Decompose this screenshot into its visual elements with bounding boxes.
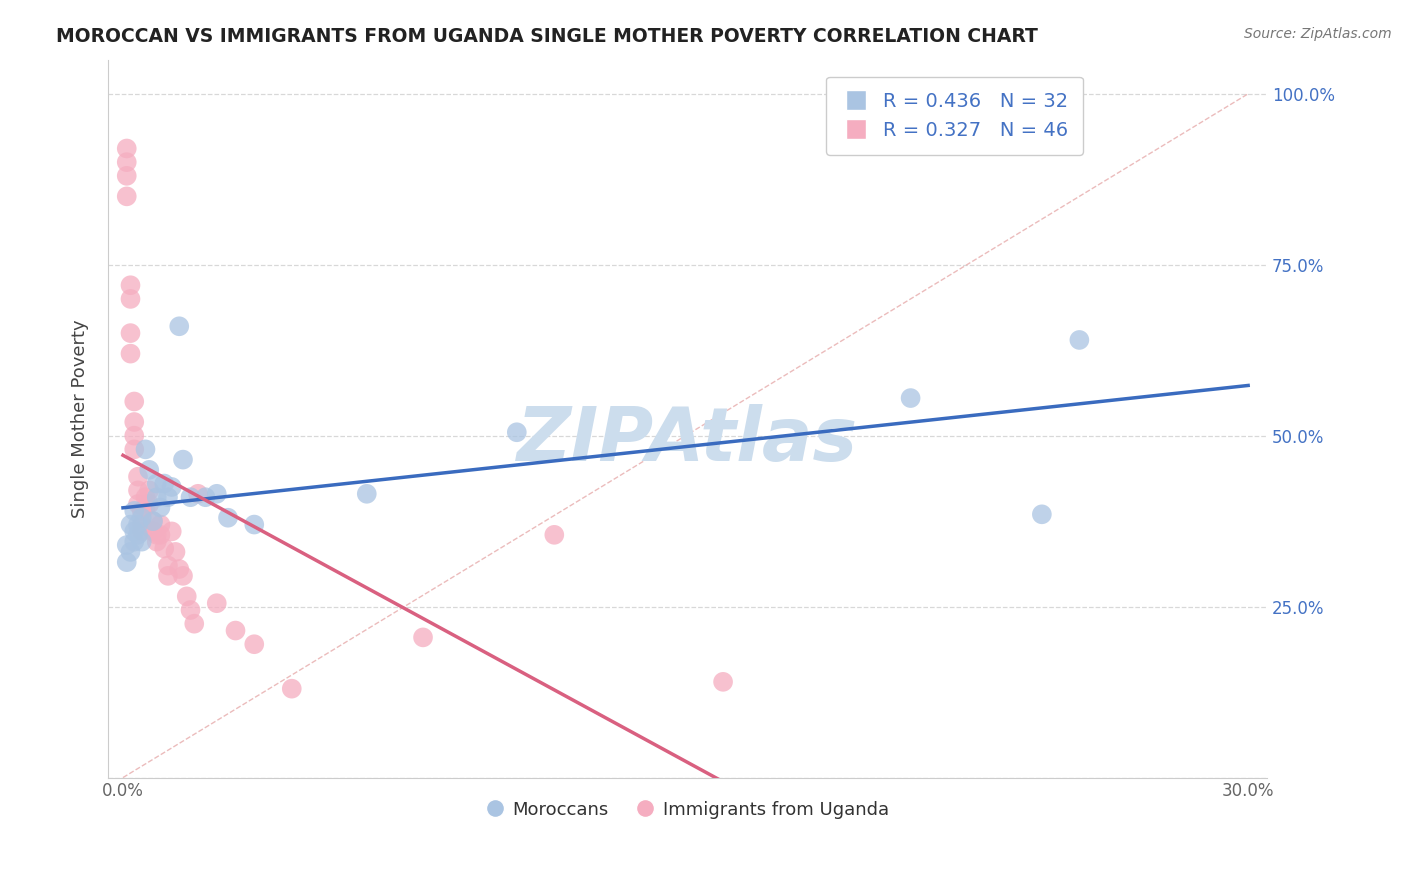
- Point: [149, 528, 172, 542]
- Point: [160, 480, 183, 494]
- Point: [543, 528, 565, 542]
- Point: [127, 483, 149, 498]
- Point: [142, 514, 165, 528]
- Point: [134, 490, 156, 504]
- Point: [131, 517, 153, 532]
- Point: [506, 425, 529, 440]
- Legend: Moroccans, Immigrants from Uganda: Moroccans, Immigrants from Uganda: [478, 794, 897, 826]
- Point: [122, 415, 145, 429]
- Y-axis label: Single Mother Poverty: Single Mother Poverty: [72, 319, 89, 518]
- Point: [153, 541, 176, 556]
- Point: [711, 674, 734, 689]
- Point: [115, 141, 138, 155]
- Point: [134, 442, 156, 457]
- Point: [127, 497, 149, 511]
- Point: [131, 510, 153, 524]
- Point: [356, 487, 378, 501]
- Point: [138, 483, 160, 498]
- Point: [131, 504, 153, 518]
- Point: [179, 603, 201, 617]
- Point: [142, 514, 165, 528]
- Point: [194, 490, 217, 504]
- Point: [281, 681, 304, 696]
- Point: [122, 442, 145, 457]
- Point: [153, 476, 176, 491]
- Point: [160, 524, 183, 539]
- Point: [900, 391, 922, 405]
- Point: [165, 545, 187, 559]
- Point: [122, 504, 145, 518]
- Point: [145, 534, 167, 549]
- Point: [131, 534, 153, 549]
- Point: [172, 452, 194, 467]
- Point: [131, 524, 153, 539]
- Point: [172, 569, 194, 583]
- Point: [167, 319, 190, 334]
- Point: [183, 616, 205, 631]
- Point: [167, 562, 190, 576]
- Point: [142, 524, 165, 539]
- Point: [138, 497, 160, 511]
- Point: [243, 637, 266, 651]
- Text: MOROCCAN VS IMMIGRANTS FROM UGANDA SINGLE MOTHER POVERTY CORRELATION CHART: MOROCCAN VS IMMIGRANTS FROM UGANDA SINGL…: [56, 27, 1038, 45]
- Point: [149, 517, 172, 532]
- Point: [156, 558, 179, 573]
- Point: [179, 490, 201, 504]
- Point: [115, 155, 138, 169]
- Point: [122, 534, 145, 549]
- Text: Source: ZipAtlas.com: Source: ZipAtlas.com: [1244, 27, 1392, 41]
- Point: [120, 545, 142, 559]
- Point: [412, 631, 434, 645]
- Point: [243, 517, 266, 532]
- Point: [120, 326, 142, 340]
- Point: [145, 490, 167, 504]
- Point: [120, 346, 142, 360]
- Point: [115, 169, 138, 183]
- Point: [122, 524, 145, 539]
- Point: [205, 596, 228, 610]
- Point: [120, 292, 142, 306]
- Point: [138, 463, 160, 477]
- Point: [217, 510, 239, 524]
- Point: [145, 476, 167, 491]
- Point: [120, 517, 142, 532]
- Point: [115, 538, 138, 552]
- Point: [176, 590, 198, 604]
- Point: [115, 189, 138, 203]
- Point: [156, 569, 179, 583]
- Point: [134, 500, 156, 515]
- Point: [122, 428, 145, 442]
- Point: [156, 490, 179, 504]
- Point: [127, 469, 149, 483]
- Point: [122, 394, 145, 409]
- Point: [225, 624, 247, 638]
- Point: [127, 528, 149, 542]
- Point: [115, 555, 138, 569]
- Point: [1031, 508, 1053, 522]
- Point: [149, 500, 172, 515]
- Point: [205, 487, 228, 501]
- Text: ZIPAtlas: ZIPAtlas: [517, 403, 858, 476]
- Point: [187, 487, 209, 501]
- Point: [127, 517, 149, 532]
- Point: [145, 528, 167, 542]
- Point: [1069, 333, 1091, 347]
- Point: [120, 278, 142, 293]
